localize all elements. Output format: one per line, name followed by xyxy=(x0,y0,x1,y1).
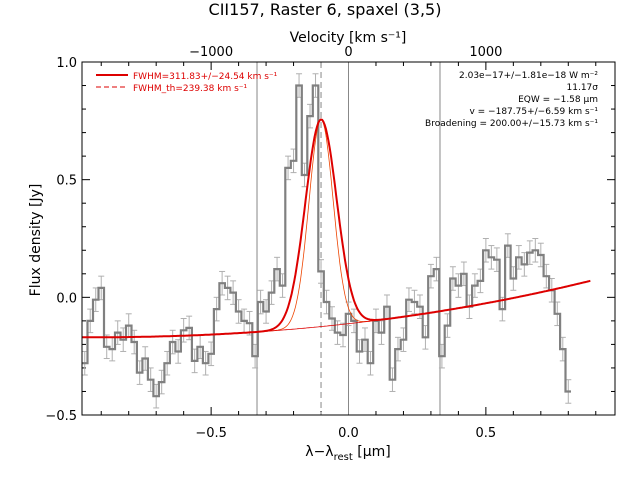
annotation-significance: 11.17σ xyxy=(567,83,599,93)
chart-title: CII157, Raster 6, spaxel (3,5) xyxy=(209,0,442,19)
fit-line xyxy=(82,118,591,339)
y-axis-label: Flux density [Jy] xyxy=(28,184,44,297)
top-axis-label: Velocity [km s⁻¹] xyxy=(290,30,407,46)
top-tick-label: 1000 xyxy=(469,45,502,60)
annotation-flux: 2.03e−17+/−1.81e−18 W m⁻² xyxy=(459,71,598,81)
x-tick-label: 0.5 xyxy=(476,426,497,441)
x-axis-label-unit: [μm] xyxy=(353,444,391,460)
x-axis-tick-labels: −0.5 0.0 0.5 xyxy=(195,426,496,441)
legend: FWHM=311.83+/−24.54 km s⁻¹ FWHM_th=239.3… xyxy=(96,72,278,94)
top-tick-label: 0 xyxy=(344,45,352,60)
y-axis-tick-labels: −0.5 0.0 0.5 1.0 xyxy=(45,56,77,424)
annotation-broadening: Broadening = 200.00+/−15.73 km s⁻¹ xyxy=(425,119,598,129)
y-tick-label: −0.5 xyxy=(45,409,77,424)
tick-marks xyxy=(82,61,615,416)
x-tick-label: −0.5 xyxy=(195,426,227,441)
x-tick-label: 0.0 xyxy=(338,426,359,441)
top-tick-label: −1000 xyxy=(189,45,233,60)
fit-annotations: 2.03e−17+/−1.81e−18 W m⁻² 11.17σ EQW = −… xyxy=(425,71,598,129)
x-axis-label-subscript: rest xyxy=(334,452,353,463)
annotation-eqw: EQW = −1.58 μm xyxy=(518,95,598,105)
plot-frame xyxy=(81,61,616,416)
data-step-line xyxy=(82,84,571,398)
legend-label-fwhm-th: FWHM_th=239.38 km s⁻¹ xyxy=(133,84,248,94)
x-axis-label-prefix: λ−λ xyxy=(305,444,333,460)
y-tick-label: 1.0 xyxy=(56,56,77,71)
continuum-line xyxy=(82,280,591,338)
y-tick-label: 0.0 xyxy=(56,291,77,306)
top-axis-tick-labels: −1000 0 1000 xyxy=(189,45,502,60)
y-tick-label: 0.5 xyxy=(56,174,77,189)
legend-label-fwhm: FWHM=311.83+/−24.54 km s⁻¹ xyxy=(133,72,278,82)
annotation-velocity: v = −187.75+/−6.59 km s⁻¹ xyxy=(469,107,598,117)
x-axis-label: λ−λrest [μm] xyxy=(305,444,390,463)
